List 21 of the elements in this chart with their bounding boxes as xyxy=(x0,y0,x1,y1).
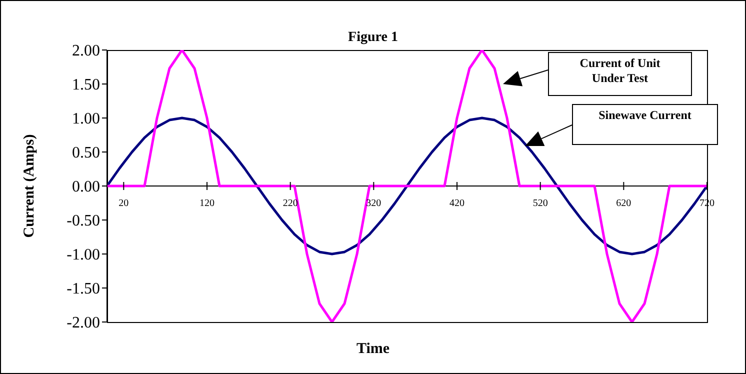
y-tick-label: -1.00 xyxy=(66,246,100,264)
y-tick-label: -0.50 xyxy=(66,212,100,230)
label-box: Current of Unit Under Test xyxy=(548,52,692,96)
y-tick-label: 0.00 xyxy=(72,178,100,196)
chart-title: Figure 1 xyxy=(348,30,398,45)
x-tick-label: 120 xyxy=(200,198,214,209)
x-tick-label: 420 xyxy=(450,198,464,209)
y-tick-label: -2.00 xyxy=(66,314,100,332)
y-tick-label: 1.50 xyxy=(72,76,100,94)
label-box: Sinewave Current xyxy=(572,104,718,145)
y-tick-label: 0.50 xyxy=(72,144,100,162)
y-tick-label: -1.50 xyxy=(66,280,100,298)
y-tick-label: 2.00 xyxy=(72,42,100,60)
annotation: Sinewave Current xyxy=(598,108,692,123)
x-tick-label: 520 xyxy=(532,198,548,209)
annotation: Current of Unit Under Test xyxy=(578,56,662,86)
y-axis-title: Current (Amps) xyxy=(21,134,38,238)
x-tick-label: 20 xyxy=(118,198,129,209)
y-tick-label: 1.00 xyxy=(72,110,100,128)
x-axis-title: Time xyxy=(355,341,391,358)
x-tick-label: 620 xyxy=(616,198,632,209)
